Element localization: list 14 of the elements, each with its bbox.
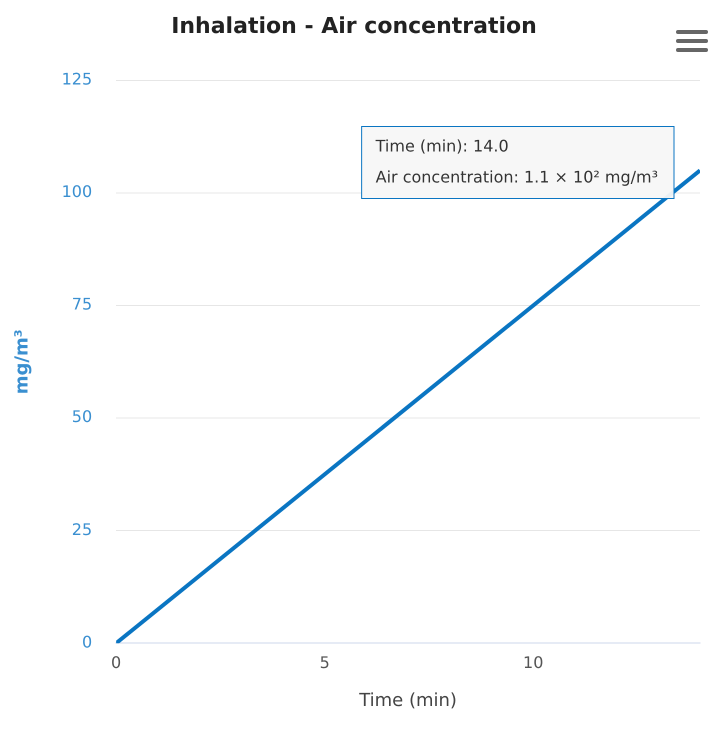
- y-tick-label: 0: [82, 632, 92, 652]
- x-tick-label: 0: [111, 652, 122, 672]
- y-tick-label: 25: [72, 520, 92, 539]
- x-tick-label: 5: [320, 652, 330, 672]
- x-axis-title: Time (min): [358, 690, 457, 711]
- y-axis-title: mg/m³: [11, 329, 32, 394]
- annotation: Air concentration: 1.1 × 10² mg/m³: [376, 168, 658, 187]
- x-tick-label: 10: [523, 652, 544, 672]
- chart-title: Inhalation - Air concentration: [171, 14, 537, 39]
- y-tick-label: 100: [62, 182, 92, 202]
- y-tick-label: 50: [72, 407, 92, 426]
- y-tick-label: 125: [62, 70, 92, 89]
- annotation: Time (min): 14.0: [374, 136, 509, 156]
- y-tick-label: 75: [72, 294, 92, 314]
